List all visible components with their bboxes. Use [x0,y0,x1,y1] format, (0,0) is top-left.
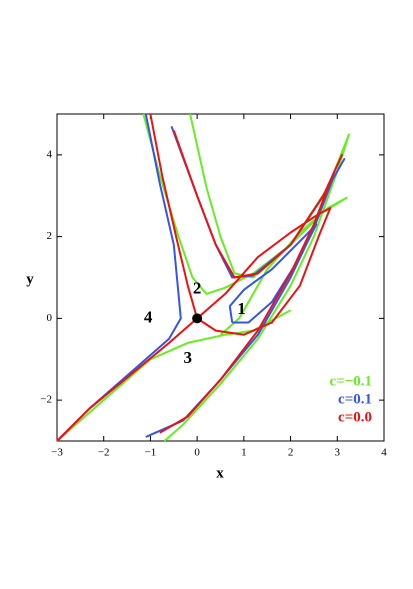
y-tick-label: −2 [40,394,52,406]
y-tick-label: 2 [47,230,53,242]
curve [56,113,350,442]
fixed-point [192,313,203,324]
x-tick-label: −1 [145,447,157,459]
legend-entry: c=0.0 [338,409,372,425]
x-tick-label: −2 [98,447,110,459]
annotation: 3 [184,348,193,367]
x-tick-label: 4 [381,447,387,459]
plot-frame [56,113,385,442]
x-tick-label: 1 [241,447,247,459]
y-tick-label: 0 [47,312,53,324]
curve [56,113,343,442]
x-tick-label: −3 [51,447,63,459]
legend-entry: c=0.1 [338,391,372,407]
annotation: 1 [237,299,246,318]
x-tick-label: 2 [288,447,294,459]
x-tick-label: 0 [194,447,200,459]
x-tick-label: 3 [335,447,341,459]
y-tick-label: 4 [47,148,53,160]
y-axis-label: y [26,271,34,287]
x-axis-label: x [216,465,224,481]
annotation: 2 [193,279,202,298]
legend-entry: c=−0.1 [329,373,372,389]
annotation: 4 [144,307,153,326]
